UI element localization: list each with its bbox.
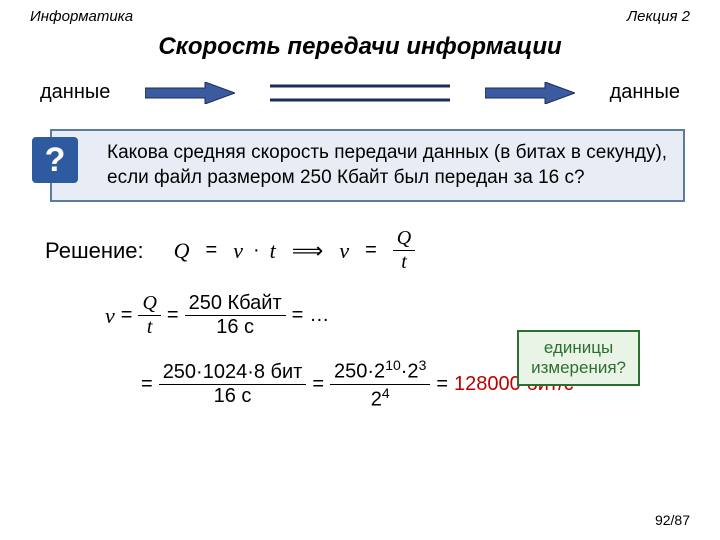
- frac-num: 250 Кбайт: [185, 292, 286, 316]
- eq-sign: =: [292, 304, 304, 327]
- channel-icon: [270, 82, 450, 104]
- question-text: Какова средняя скорость передачи данных …: [107, 142, 667, 188]
- header-left: Информатика: [30, 8, 133, 25]
- eq-sign: =: [436, 373, 448, 396]
- data-flow-diagram: данные данные: [0, 81, 720, 104]
- frac-num: Q: [138, 292, 160, 316]
- solution-label: Решение:: [45, 238, 144, 264]
- fraction-powers: 250·210·23 24: [330, 357, 430, 411]
- var-v3: v: [105, 303, 115, 329]
- dot: ·: [253, 239, 260, 262]
- arrow-right-icon: [485, 82, 575, 104]
- var-v2: v: [339, 238, 349, 264]
- fraction-Qt: Q t: [393, 227, 415, 274]
- solution-line1: Решение: Q = v · t ⟹ v = Q t: [45, 227, 675, 274]
- eq-sign: =: [167, 304, 179, 327]
- var-t: t: [270, 238, 276, 264]
- eq-sign: =: [141, 373, 153, 396]
- var-Q: Q: [174, 238, 190, 264]
- question-box: ? Какова средняя скорость передачи данны…: [50, 129, 685, 202]
- fraction-Qt2: Q t: [138, 292, 160, 339]
- eq-sign: =: [365, 239, 377, 262]
- implies-icon: ⟹: [292, 238, 324, 264]
- header-right: Лекция 2: [627, 8, 690, 25]
- eq-sign: =: [312, 373, 324, 396]
- eq-sign: =: [206, 239, 218, 262]
- frac-den: t: [397, 251, 411, 274]
- units-callout: единицы измерения?: [517, 330, 640, 386]
- frac-num: Q: [393, 227, 415, 251]
- fraction-250-16: 250 Кбайт 16 с: [185, 292, 286, 339]
- frac-den: 16 с: [212, 316, 258, 339]
- slide-title: Скорость передачи информации: [0, 33, 720, 61]
- eq-sign: =: [121, 304, 133, 327]
- frac-den: t: [143, 316, 157, 339]
- right-data-label: данные: [610, 81, 680, 104]
- left-data-label: данные: [40, 81, 110, 104]
- frac-den: 16 с: [210, 385, 256, 408]
- arrow-left-icon: [145, 82, 235, 104]
- units-line1: единицы: [531, 338, 626, 358]
- slide-header: Информатика Лекция 2: [0, 0, 720, 25]
- frac-num: 250·1024·8 бит: [159, 361, 307, 385]
- ellipsis: …: [309, 304, 329, 327]
- question-mark-badge: ?: [32, 137, 78, 183]
- units-line2: измерения?: [531, 358, 626, 378]
- frac-den: 24: [367, 385, 394, 412]
- fraction-bits: 250·1024·8 бит 16 с: [159, 361, 307, 408]
- var-v: v: [233, 238, 243, 264]
- frac-num: 250·210·23: [330, 357, 430, 385]
- page-number: 92/87: [655, 512, 690, 528]
